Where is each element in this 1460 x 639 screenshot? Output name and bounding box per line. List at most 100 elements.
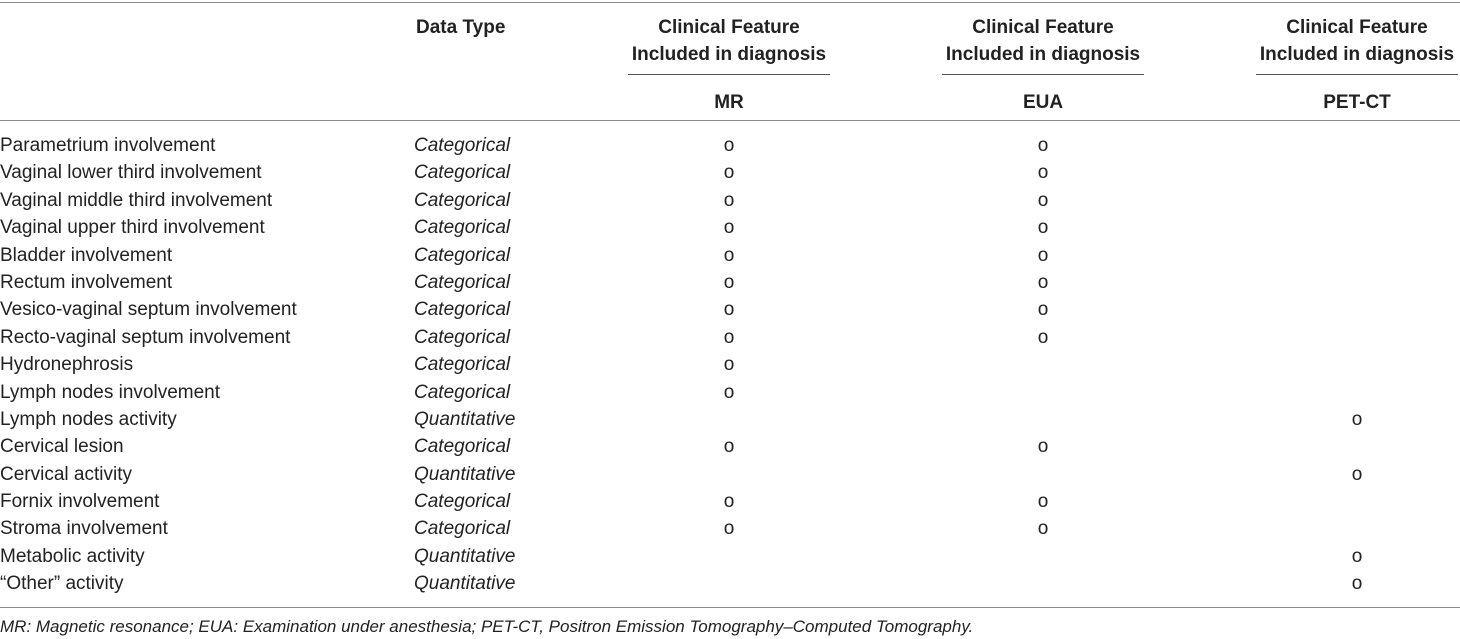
data-type-cell: Categorical [414, 217, 511, 239]
data-type-cell: Categorical [414, 381, 511, 403]
feature-name-cell: Vaginal middle third involvement [0, 189, 273, 211]
data-type-cell: Categorical [414, 135, 511, 156]
header-eua-group-line1: Clinical Feature [972, 17, 1114, 38]
eua-mark-cell: o [1037, 189, 1049, 211]
table-bottom-rule [0, 607, 1460, 608]
data-type-cell: Categorical [414, 162, 511, 184]
table-row: Vaginal middle third involvement Categori… [0, 187, 1460, 214]
eua-mark-cell: o [1037, 436, 1049, 458]
feature-name-cell: Lymph nodes activity [0, 408, 177, 430]
header-pet-label: PET-CT [1323, 92, 1391, 113]
mr-mark-cell: o [723, 381, 735, 403]
header-pet-underline [1256, 74, 1458, 75]
header-mr-group-line2: Included in diagnosis [631, 44, 827, 65]
table-row: “Other” activity Quantitative o [0, 570, 1460, 597]
table-row: Rectum involvement Categorical o o [0, 269, 1460, 296]
feature-name-cell: Bladder involvement [0, 244, 173, 266]
table-row: Metabolic activity Quantitative o [0, 543, 1460, 570]
mr-mark-cell: o [723, 436, 735, 458]
eua-mark-cell: o [1037, 217, 1049, 239]
eua-mark-cell: o [1037, 326, 1049, 348]
feature-name-cell: Stroma involvement [0, 518, 168, 540]
feature-name-cell: Metabolic activity [0, 545, 145, 567]
table-row: Bladder involvement Categorical o o [0, 242, 1460, 269]
pet-mark-cell: o [1351, 573, 1363, 595]
feature-name-cell: Rectum involvement [0, 271, 173, 293]
table-header-rule [0, 120, 1460, 121]
data-type-cell: Quantitative [414, 573, 516, 595]
header-pet-group-line1: Clinical Feature [1286, 17, 1428, 38]
eua-mark-cell: o [1037, 491, 1049, 513]
table-row: Parametrium involvement Categorical o o [0, 132, 1460, 159]
table-body: Parametrium involvement Categorical o o Vagi… [0, 132, 1460, 598]
eua-mark-cell: o [1037, 135, 1049, 156]
mr-mark-cell: o [723, 491, 735, 513]
feature-name-cell: Lymph nodes involvement [0, 381, 221, 403]
header-eua-label: EUA [1022, 92, 1064, 113]
data-type-cell: Categorical [414, 244, 511, 266]
mr-mark-cell: o [723, 135, 735, 156]
data-type-cell: Categorical [414, 299, 511, 321]
header-mr-column: Clinical Feature Included in diagnosis M… [628, 14, 830, 116]
mr-mark-cell: o [723, 354, 735, 376]
feature-name-cell: Vaginal lower third involvement [0, 162, 262, 184]
data-type-cell: Categorical [414, 491, 511, 513]
table-row: Cervical activity Quantitative o [0, 461, 1460, 488]
table-row: Recto-vaginal septum involvement Categori… [0, 324, 1460, 351]
data-type-cell: Categorical [414, 436, 511, 458]
data-type-cell: Quantitative [414, 463, 516, 485]
table-row: Vaginal upper third involvement Categoric… [0, 214, 1460, 241]
table-row: Lymph nodes involvement Categorical o [0, 379, 1460, 406]
feature-name-cell: Cervical lesion [0, 436, 124, 458]
feature-name-cell: Fornix involvement [0, 491, 160, 513]
table-row: Stroma involvement Categorical o o [0, 515, 1460, 542]
data-type-cell: Quantitative [414, 545, 516, 567]
table-row: Cervical lesion Categorical o o [0, 433, 1460, 460]
pet-mark-cell: o [1351, 463, 1363, 485]
feature-name-cell: Recto-vaginal septum involvement [0, 326, 291, 348]
data-type-cell: Categorical [414, 271, 511, 293]
table-row: Lymph nodes activity Quantitative o [0, 406, 1460, 433]
mr-mark-cell: o [723, 326, 735, 348]
mr-mark-cell: o [723, 189, 735, 211]
eua-mark-cell: o [1037, 244, 1049, 266]
eua-mark-cell: o [1037, 271, 1049, 293]
feature-name-cell: “Other” activity [0, 573, 124, 595]
table-row: Vaginal lower third involvement Categoric… [0, 159, 1460, 186]
data-type-cell: Categorical [414, 189, 511, 211]
mr-mark-cell: o [723, 299, 735, 321]
eua-mark-cell: o [1037, 162, 1049, 184]
header-data-type: Data Type [416, 17, 506, 38]
data-type-cell: Categorical [414, 326, 511, 348]
feature-name-cell: Hydronephrosis [0, 354, 134, 376]
mr-mark-cell: o [723, 244, 735, 266]
feature-name-cell: Vaginal upper third involvement [0, 217, 265, 239]
header-eua-group-line2: Included in diagnosis [945, 44, 1141, 65]
header-pet-column: Clinical Feature Included in diagnosis P… [1256, 14, 1458, 116]
data-type-cell: Categorical [414, 518, 511, 540]
feature-name-cell: Parametrium involvement [0, 135, 216, 156]
header-eua-column: Clinical Feature Included in diagnosis E… [942, 14, 1144, 116]
header-mr-group-line1: Clinical Feature [658, 17, 800, 38]
mr-mark-cell: o [723, 518, 735, 540]
table-row: Vesico-vaginal septum involvement Categor… [0, 296, 1460, 323]
mr-mark-cell: o [723, 217, 735, 239]
header-mr-label: MR [714, 92, 744, 113]
table-footnote: MR: Magnetic resonance; EUA: Examination… [0, 617, 974, 636]
eua-mark-cell: o [1037, 299, 1049, 321]
mr-mark-cell: o [723, 271, 735, 293]
table-row: Hydronephrosis Categorical o [0, 351, 1460, 378]
pet-mark-cell: o [1351, 545, 1363, 567]
header-pet-group-line2: Included in diagnosis [1259, 44, 1455, 65]
feature-name-cell: Cervical activity [0, 463, 132, 485]
eua-mark-cell: o [1037, 518, 1049, 540]
mr-mark-cell: o [723, 162, 735, 184]
feature-name-cell: Vesico-vaginal septum involvement [0, 299, 297, 321]
pet-mark-cell: o [1351, 408, 1363, 430]
table-top-rule [0, 2, 1460, 3]
data-type-cell: Categorical [414, 354, 511, 376]
data-type-cell: Quantitative [414, 408, 516, 430]
table-row: Fornix involvement Categorical o o [0, 488, 1460, 515]
header-mr-underline [628, 74, 830, 75]
